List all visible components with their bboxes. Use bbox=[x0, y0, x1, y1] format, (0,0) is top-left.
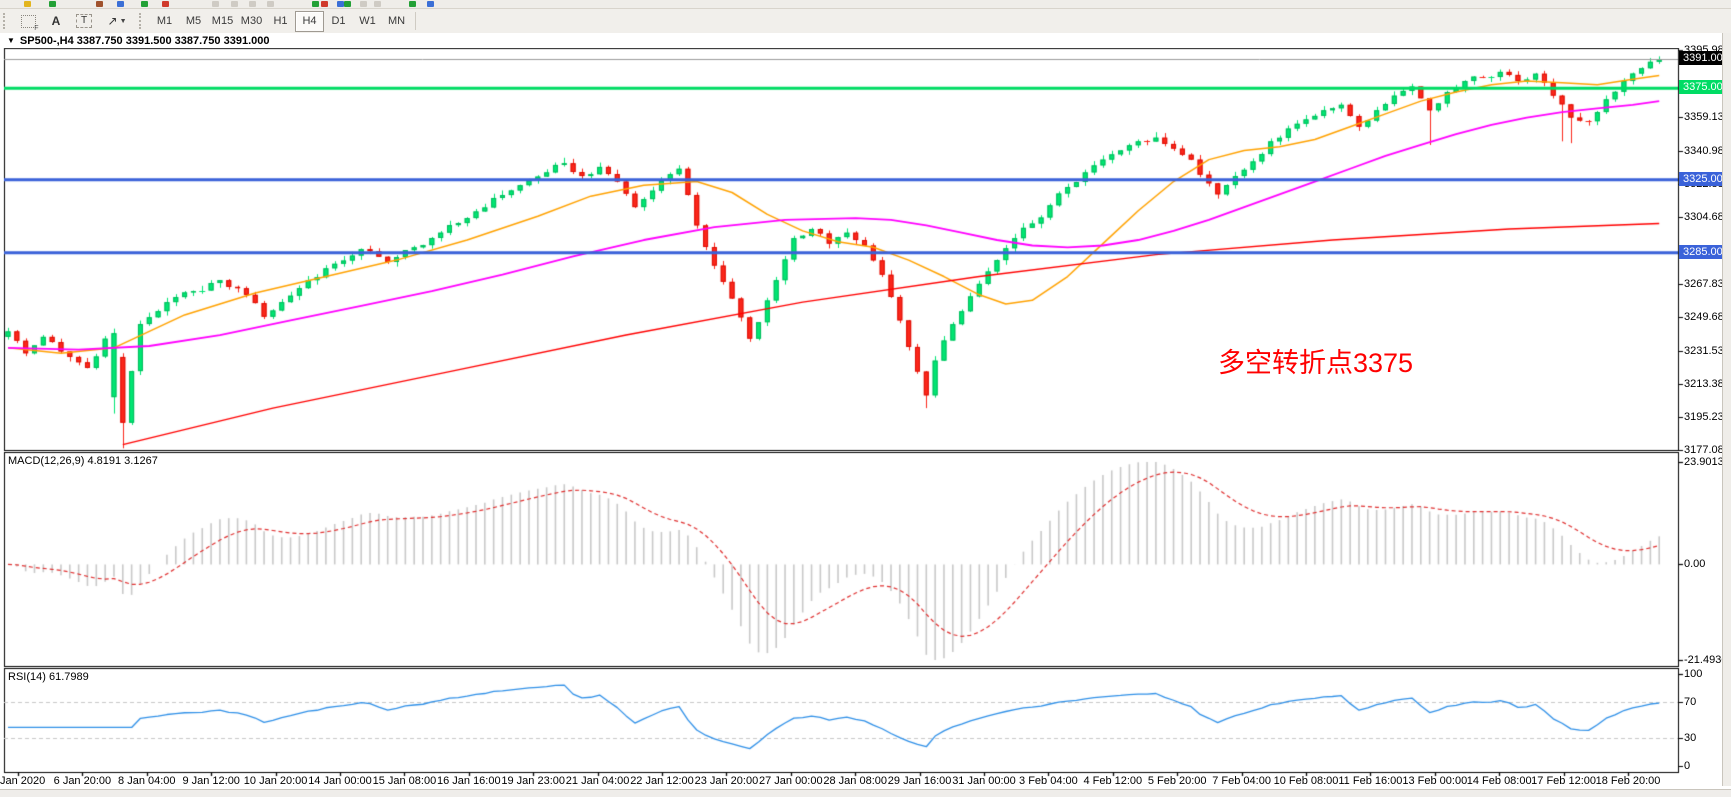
price-line-badge: 3325.000 bbox=[1679, 171, 1731, 186]
chart-title-bar: ▼ SP500-,H4 3387.750 3391.500 3387.750 3… bbox=[0, 33, 1731, 48]
price-line-badge: 3375.000 bbox=[1679, 80, 1731, 95]
time-axis-label: 11 Feb 16:00 bbox=[1338, 775, 1403, 787]
chart-title: SP500-,H4 3387.750 3391.500 3387.750 339… bbox=[19, 34, 270, 47]
chevron-down-icon: ▼ bbox=[119, 17, 127, 25]
text-box-t-glyph: T bbox=[76, 14, 92, 28]
window-footer-strip bbox=[0, 789, 1731, 797]
time-axis-label: 3 Feb 04:00 bbox=[1019, 775, 1078, 787]
price-tick-label: 3177.080 bbox=[1684, 444, 1730, 456]
clipped-toolbar-icon[interactable] bbox=[141, 1, 148, 7]
price-tick-label: 3249.680 bbox=[1684, 311, 1730, 324]
timeframe-button-m1[interactable]: M1 bbox=[156, 15, 173, 27]
rsi-axis-label: 100 bbox=[1684, 668, 1703, 680]
clipped-toolbar-icon[interactable] bbox=[374, 1, 381, 7]
timeframe-button-m30[interactable]: M30 bbox=[240, 15, 263, 27]
time-axis-label: 14 Jan 00:00 bbox=[308, 775, 372, 787]
time-axis-label: 10 Feb 08:00 bbox=[1273, 775, 1339, 787]
time-axis-label: 21 Jan 04:00 bbox=[565, 775, 630, 787]
time-axis-label: 31 Jan 00:00 bbox=[952, 775, 1016, 787]
time-axis-label: 28 Jan 08:00 bbox=[823, 775, 887, 787]
time-axis-label: 23 Jan 20:00 bbox=[694, 775, 759, 787]
text-box-t-icon[interactable]: T bbox=[71, 11, 97, 32]
time-axis-label: 13 Feb 00:00 bbox=[1402, 775, 1468, 787]
time-axis-label: 14 Feb 08:00 bbox=[1466, 775, 1532, 787]
time-axis-label: 16 Jan 16:00 bbox=[436, 775, 501, 787]
price-tick-label: 3213.380 bbox=[1684, 377, 1730, 390]
time-axis-label: 27 Jan 00:00 bbox=[758, 775, 823, 787]
toolbar-grip-2[interactable] bbox=[139, 13, 145, 29]
timeframe-button-h1[interactable]: H1 bbox=[273, 15, 288, 27]
time-axis-label: 7 Feb 04:00 bbox=[1212, 775, 1271, 787]
macd-indicator-label: MACD(12,26,9) 4.8191 3.1267 bbox=[8, 455, 158, 467]
collapse-chart-icon[interactable]: ▼ bbox=[7, 36, 15, 45]
time-axis-label: 8 Jan 04:00 bbox=[118, 775, 176, 787]
clipped-toolbar-icon[interactable] bbox=[321, 1, 328, 7]
price-tick-label: 3267.830 bbox=[1684, 278, 1730, 291]
time-axis-label: 22 Jan 12:00 bbox=[630, 775, 694, 787]
rsi-indicator-label: RSI(14) 61.7989 bbox=[8, 671, 89, 683]
price-tick-label: 3340.980 bbox=[1684, 144, 1730, 157]
clipped-toolbar-icon[interactable] bbox=[360, 1, 367, 7]
macd-axis-label: 23.9013 bbox=[1684, 456, 1724, 468]
timeframe-button-mn[interactable]: MN bbox=[387, 15, 406, 27]
clipped-toolbar-icon[interactable] bbox=[231, 1, 238, 7]
toolbar-row-main: A T ↗▼ M1 M5 M15 M30 H1 H4 D1 W1 MN bbox=[0, 9, 1731, 34]
timeframe-button-m5[interactable]: M5 bbox=[185, 15, 202, 27]
clipped-toolbar-icon[interactable] bbox=[427, 1, 434, 7]
rsi-axis-label: 0 bbox=[1684, 760, 1691, 772]
timeframe-toolbar: M1 M5 M15 M30 H1 H4 D1 W1 MN bbox=[150, 10, 411, 32]
clipped-toolbar-icon[interactable] bbox=[24, 1, 31, 7]
time-axis-label: 17 Feb 12:00 bbox=[1531, 775, 1597, 787]
clipped-toolbar-icon[interactable] bbox=[312, 1, 319, 7]
timeframe-button-w1[interactable]: W1 bbox=[359, 15, 376, 27]
price-line-badge: 3285.000 bbox=[1679, 244, 1731, 259]
price-tick-label: 3231.530 bbox=[1684, 344, 1730, 357]
time-axis-label: 19 Jan 23:00 bbox=[501, 775, 565, 787]
toolbar-grip[interactable] bbox=[3, 13, 9, 29]
macd-axis-label: 0.00 bbox=[1684, 558, 1706, 571]
timeframe-button-m15[interactable]: M15 bbox=[211, 15, 234, 27]
window-right-strip bbox=[1722, 33, 1731, 786]
clipped-toolbar-icon[interactable] bbox=[49, 1, 56, 7]
grid-f-icon[interactable] bbox=[15, 11, 41, 32]
chart-text-annotation: 多空转折点3375 bbox=[1218, 348, 1414, 378]
clipped-toolbar-icon[interactable] bbox=[409, 1, 416, 7]
macd-axis-label: -21.4936 bbox=[1684, 654, 1728, 666]
clipped-toolbar-icon[interactable] bbox=[267, 1, 274, 7]
clipped-toolbar-icon[interactable] bbox=[344, 1, 351, 7]
clipped-toolbar-icon[interactable] bbox=[162, 1, 169, 7]
time-axis-label: 10 Jan 20:00 bbox=[243, 775, 308, 787]
time-axis-label: 29 Jan 16:00 bbox=[887, 775, 952, 787]
rsi-axis-label: 70 bbox=[1684, 695, 1697, 708]
time-axis-label: 5 Feb 20:00 bbox=[1147, 775, 1207, 787]
toolbar-row-clipped bbox=[0, 0, 1731, 9]
clipped-toolbar-icon[interactable] bbox=[337, 1, 344, 7]
time-axis-label: 15 Jan 08:00 bbox=[372, 775, 437, 787]
time-axis-label: 3 Jan 2020 bbox=[0, 775, 46, 787]
toolbar-separator bbox=[415, 12, 416, 30]
price-tick-label: 3359.130 bbox=[1684, 111, 1730, 124]
time-axis-label: 6 Jan 20:00 bbox=[53, 775, 112, 787]
arrows-dropdown-icon[interactable]: ↗ ▼ bbox=[99, 11, 135, 32]
time-axis-label: 4 Feb 12:00 bbox=[1083, 775, 1143, 787]
current-price-badge: 3391.000 bbox=[1679, 51, 1731, 66]
time-axis-label: 18 Feb 20:00 bbox=[1595, 775, 1661, 787]
clipped-toolbar-icon[interactable] bbox=[117, 1, 124, 7]
rsi-axis-label: 30 bbox=[1684, 732, 1697, 745]
text-label-a-icon[interactable]: A bbox=[51, 14, 61, 28]
timeframe-button-h4[interactable]: H4 bbox=[295, 10, 324, 32]
price-tick-label: 3304.680 bbox=[1684, 210, 1730, 223]
price-tick-label: 3195.230 bbox=[1684, 410, 1730, 423]
clipped-toolbar-icon[interactable] bbox=[249, 1, 256, 7]
clipped-toolbar-icon[interactable] bbox=[96, 1, 103, 7]
timeframe-button-d1[interactable]: D1 bbox=[331, 15, 346, 27]
clipped-toolbar-icon[interactable] bbox=[212, 1, 219, 7]
arrow-glyph: ↗ bbox=[107, 14, 118, 28]
time-axis-label: 9 Jan 12:00 bbox=[182, 775, 240, 787]
